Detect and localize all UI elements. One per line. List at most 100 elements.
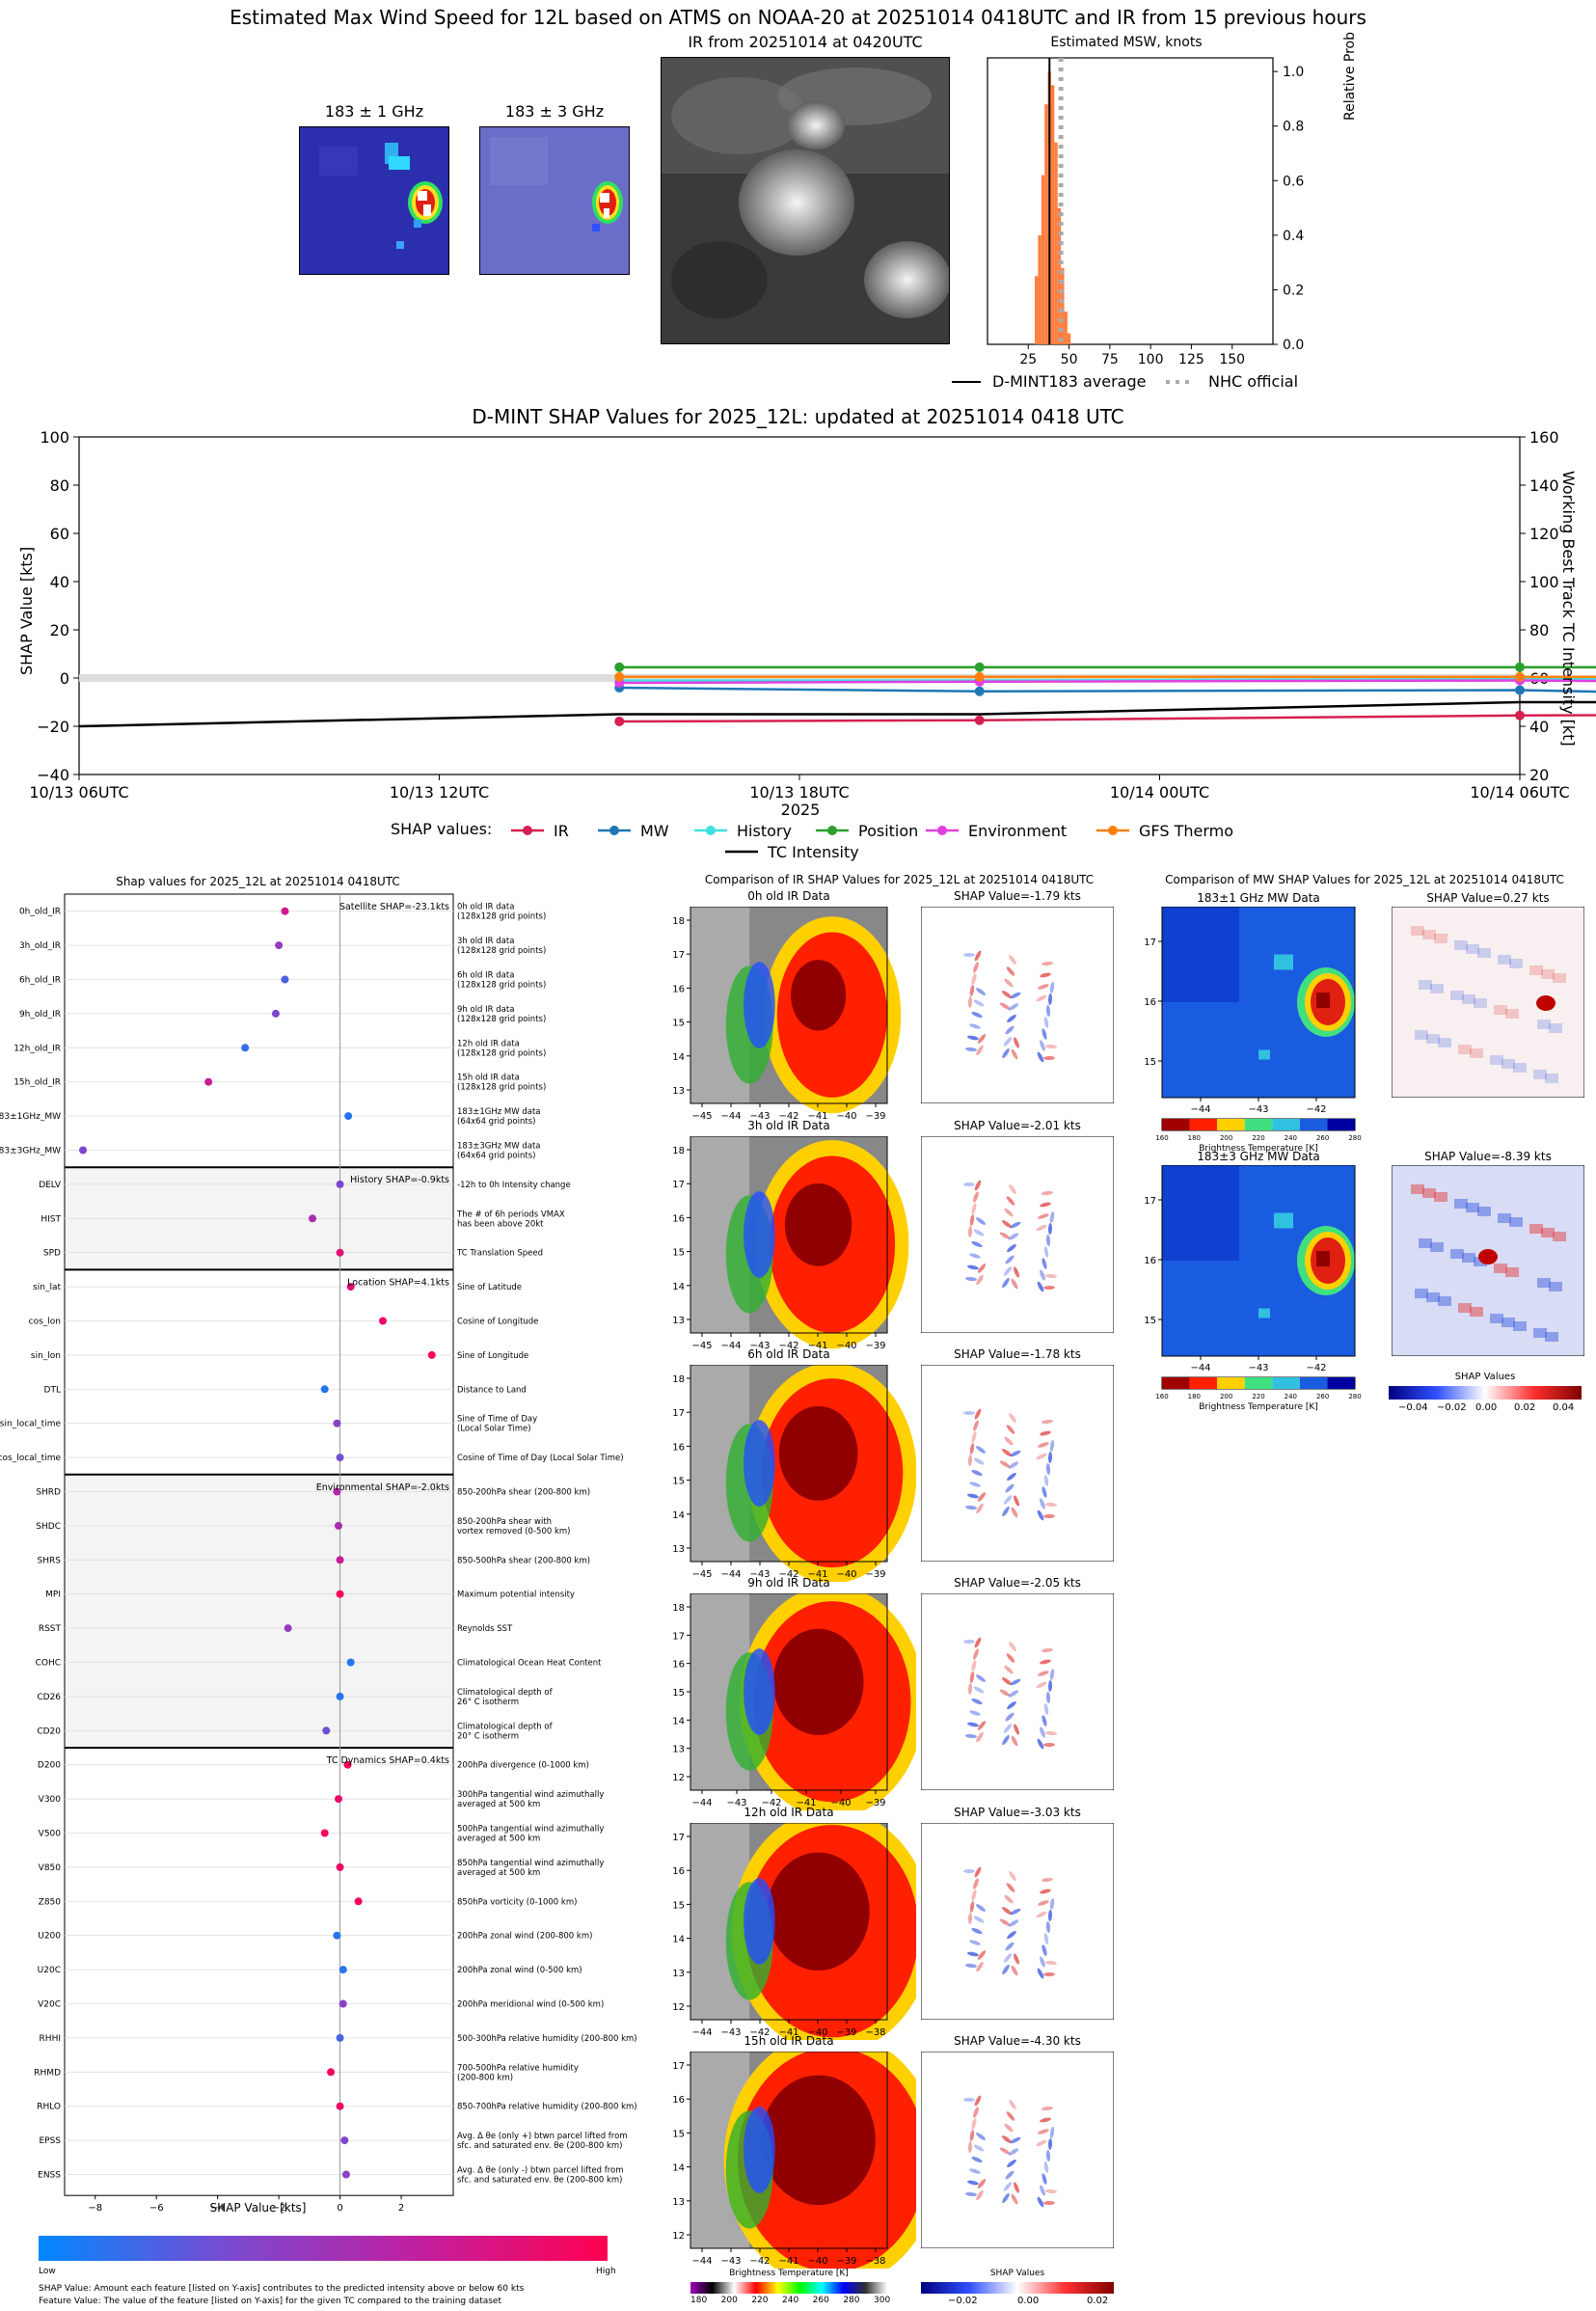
- ir-ytick-label: 14: [672, 1716, 685, 1726]
- footnote-feature: Feature Value: The value of the feature …: [39, 2297, 502, 2306]
- ir-shap-blob: [963, 1411, 975, 1415]
- ir-shap-blob: [976, 1674, 986, 1682]
- ir-ytick-label: 17: [672, 1833, 685, 1843]
- ir-xtick-label: −41: [796, 1798, 816, 1808]
- mw-shap-blob: [1490, 1314, 1503, 1323]
- hist-title: Estimated MSW, knots: [1050, 35, 1203, 50]
- scatter-feature-label: cos_local_time: [0, 1454, 61, 1463]
- scatter-feature-label: 183±3GHz_MW: [0, 1147, 61, 1156]
- scatter-point: [284, 1624, 292, 1633]
- ir-shap-blob: [1043, 1933, 1049, 1944]
- mw-shap-blob: [1513, 1063, 1527, 1073]
- mw-shap-blob: [1498, 1213, 1511, 1223]
- ir-shap-bg: [921, 1593, 1114, 1790]
- ir-xtick-label: −43: [720, 2027, 741, 2038]
- ir-shap-blob: [1041, 1419, 1053, 1425]
- ir-shap-blob: [976, 1731, 984, 1743]
- ir-shap-blob: [1014, 1495, 1019, 1507]
- ir-shap-blob: [1045, 1005, 1051, 1017]
- scatter-feature-desc: 850-700hPa relative humidity (200-800 km…: [457, 2103, 637, 2112]
- ir-bt-cbar-tick: 280: [843, 2296, 860, 2305]
- ir-shap-blob: [1002, 1506, 1010, 1517]
- legend-label: Position: [858, 822, 918, 840]
- scatter-point: [320, 1829, 329, 1837]
- ts-point: [974, 715, 985, 725]
- ir-xtick-label: −41: [807, 1341, 827, 1351]
- mw-shap-blob: [1426, 1292, 1440, 1302]
- ts-xtick-label: 10/13 18UTC: [749, 783, 849, 802]
- ir-shap-blob: [1043, 1971, 1055, 1977]
- scatter-point: [322, 1726, 331, 1735]
- ir-shap-blob: [971, 1240, 983, 1248]
- ts-point: [614, 717, 625, 726]
- ir-xtick-label: −43: [749, 1569, 770, 1580]
- ir-shap-blob: [1006, 2111, 1015, 2121]
- mw-xtick-label: −43: [1248, 1363, 1268, 1373]
- ir-xtick-label: −43: [749, 1341, 770, 1351]
- ir-shap-blob: [1005, 1025, 1014, 1035]
- mw-ytick-label: 15: [1144, 1316, 1156, 1326]
- scatter-feature-label: U200: [38, 1932, 61, 1942]
- ir-shap-blob: [976, 1904, 986, 1912]
- scatter-feature-desc: Climatological depth of: [457, 1722, 554, 1731]
- mw-shap-blob: [1419, 980, 1432, 990]
- mw-shap-blob: [1477, 1207, 1491, 1216]
- ir-shap-blob: [973, 1916, 985, 1923]
- ir-cloud-core: [767, 1852, 870, 1971]
- scatter-chart: 0h_old_IR 0h old IR data (128x128 grid poi…: [0, 892, 675, 2227]
- ir-xtick-label: −42: [761, 1798, 781, 1808]
- scatter-feature-desc: 9h old IR data: [457, 1005, 514, 1015]
- ir-shap-blob: [1036, 994, 1047, 1002]
- ir-shap-blob: [1043, 1742, 1055, 1748]
- ir-cloud-core: [791, 960, 847, 1031]
- scatter-feature-desc: 6h old IR data: [457, 971, 514, 981]
- scatter-feature-label: 6h_old_IR: [19, 976, 61, 986]
- mw-xtick-label: −44: [1190, 1363, 1210, 1373]
- scatter-point: [336, 1248, 344, 1257]
- ir-bt-colorbar-label: Brightness Temperature [K]: [729, 2269, 849, 2278]
- ir-bt-cbar-tick: 180: [690, 2296, 708, 2305]
- scatter-feature-desc: Climatological depth of: [457, 1688, 554, 1698]
- ts-ytick-right-label: 40: [1529, 718, 1549, 736]
- ir-xtick-label: −44: [720, 1111, 741, 1122]
- ir-shap-blob: [1037, 1738, 1044, 1750]
- scatter-feature-label: U20C: [38, 1966, 61, 1975]
- ir-shap-blob: [967, 1722, 979, 1727]
- ir-shap-blob: [965, 1276, 977, 1282]
- ir-data-title: 0h old IR Data: [747, 889, 830, 903]
- mw-shap-blob: [1509, 1217, 1523, 1227]
- scatter-feature-label: SHDC: [36, 1522, 61, 1532]
- scatter-point: [281, 907, 289, 915]
- ir-ytick-label: 14: [672, 1935, 685, 1945]
- ir-ytick-label: 18: [672, 1374, 685, 1385]
- hist-ytick-label: 0.0: [1283, 338, 1304, 353]
- ir-shap-blob: [1038, 1671, 1049, 1676]
- mw-cbar-seg: [1272, 1377, 1300, 1389]
- ir-shap-bg: [921, 1136, 1114, 1333]
- mw-cyan2: [1258, 1308, 1270, 1319]
- scatter-feature-desc: Sine of Time of Day: [457, 1415, 537, 1425]
- scatter-feature-label: 9h_old_IR: [19, 1010, 61, 1020]
- ir-shap-blob: [1007, 1472, 1016, 1482]
- ir-xtick-label: −44: [691, 1798, 712, 1808]
- ts-ytick-left-label: −20: [37, 718, 69, 736]
- ir-shap-blob: [1045, 1730, 1057, 1736]
- ir-shap-blob: [971, 1011, 983, 1019]
- ir-shap-blob: [976, 1217, 986, 1225]
- ts-xtick-label: 10/13 06UTC: [29, 783, 128, 802]
- legend-markers-svg: IR MW History Position Environment GFS Thermo…: [511, 822, 1233, 861]
- ir-shap-blob: [973, 1648, 979, 1660]
- mw-ytick-label: 17: [1144, 938, 1156, 948]
- ir-shap-blob: [1005, 1942, 1014, 1951]
- legend-marker: [523, 826, 532, 835]
- scatter-point: [344, 1112, 353, 1121]
- ir-shap-blob: [1040, 1430, 1051, 1436]
- ir-shap-blob: [999, 1460, 1011, 1468]
- ir-shap-blob: [977, 1034, 987, 1044]
- ir-shap-blob: [1047, 1910, 1053, 1921]
- ir-shap-blob: [967, 996, 973, 1008]
- ir-cloud-core: [772, 1628, 864, 1735]
- ir-bt-cbar-tick: 220: [751, 2296, 769, 2305]
- ir-cloud-core: [778, 1405, 858, 1501]
- ir-shap-blob: [1043, 1475, 1049, 1486]
